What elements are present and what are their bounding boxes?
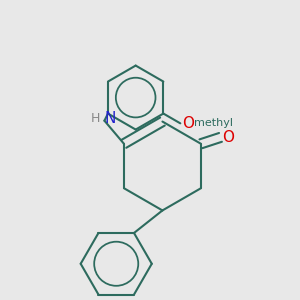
Text: O: O — [223, 130, 235, 145]
Text: N: N — [104, 111, 116, 126]
Text: methyl: methyl — [194, 118, 233, 128]
Text: H: H — [91, 112, 100, 125]
Text: O: O — [182, 116, 194, 131]
